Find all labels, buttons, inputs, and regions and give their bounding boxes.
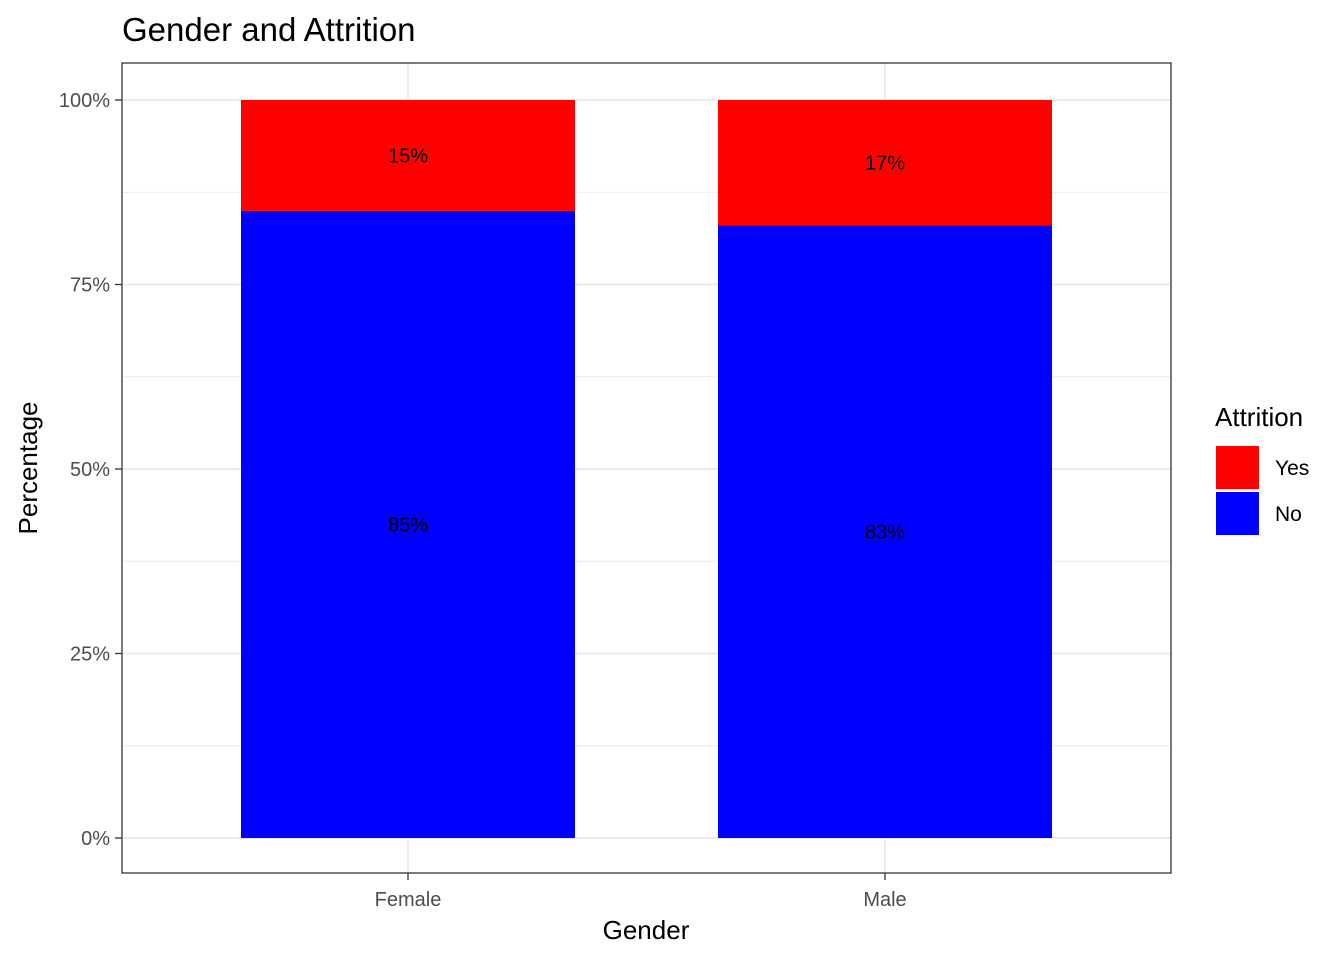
bar-no-female — [241, 210, 575, 838]
bar-yes-female — [241, 100, 575, 211]
bar-yes-male — [718, 100, 1052, 226]
data-label: 15% — [388, 145, 428, 167]
y-axis-title: Percentage — [13, 402, 43, 535]
chart-title: Gender and Attrition — [122, 11, 416, 48]
x-tick-label: Female — [375, 889, 442, 911]
bars — [241, 100, 1052, 838]
data-label: 17% — [865, 153, 905, 175]
data-label: 85% — [388, 514, 428, 536]
y-tick-label: 50% — [70, 459, 110, 481]
plot-border — [121, 62, 1172, 874]
legend-label: Yes — [1275, 457, 1309, 480]
axes: 0% 25% 50% 75% 100% Female Male — [59, 90, 907, 911]
legend-title: Attrition — [1215, 402, 1303, 432]
y-tick-label: 75% — [70, 275, 110, 297]
legend: Attrition Yes No — [1215, 402, 1309, 535]
legend-swatch-no — [1216, 492, 1259, 535]
y-tick-label: 0% — [81, 828, 110, 850]
legend-label: No — [1275, 503, 1302, 526]
bar-labels: 85% 15% 83% 17% — [388, 145, 905, 543]
x-axis-title: Gender — [603, 915, 690, 945]
legend-swatch-yes — [1216, 446, 1259, 489]
bar-no-male — [718, 225, 1052, 838]
y-tick-label: 25% — [70, 644, 110, 666]
y-tick-label: 100% — [59, 90, 110, 112]
data-label: 83% — [865, 522, 905, 544]
x-tick-label: Male — [863, 889, 906, 911]
